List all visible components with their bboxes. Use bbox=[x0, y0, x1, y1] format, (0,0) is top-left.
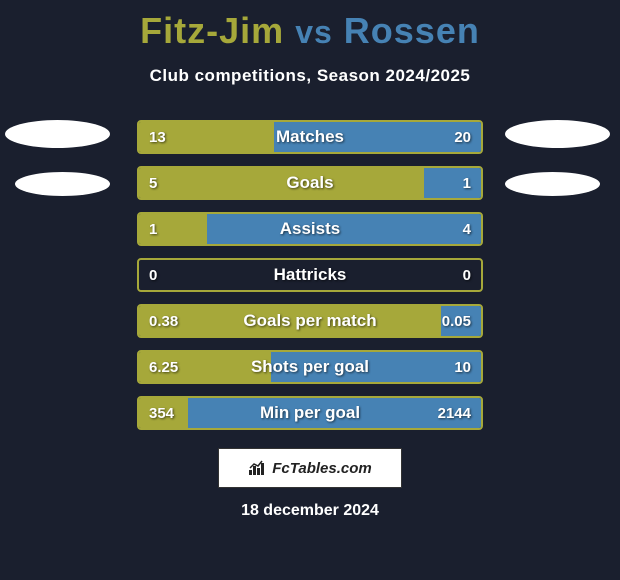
club-logo-placeholder bbox=[15, 172, 110, 196]
club-logo-placeholder bbox=[505, 172, 600, 196]
stat-label: Assists bbox=[139, 214, 481, 244]
right-logo-column bbox=[505, 120, 615, 220]
stat-label: Goals bbox=[139, 168, 481, 198]
chart-icon bbox=[248, 460, 268, 476]
stat-bar: 3542144Min per goal bbox=[137, 396, 483, 430]
player-right-name: Rossen bbox=[344, 10, 480, 51]
club-logo-placeholder bbox=[505, 120, 610, 148]
title-vs: vs bbox=[295, 14, 333, 50]
stat-label: Min per goal bbox=[139, 398, 481, 428]
stat-bar: 1320Matches bbox=[137, 120, 483, 154]
stat-label: Hattricks bbox=[139, 260, 481, 290]
stat-bar: 00Hattricks bbox=[137, 258, 483, 292]
left-logo-column bbox=[5, 120, 115, 220]
comparison-bars: 1320Matches 51Goals 14Assists 00Hattricks 0.… bbox=[137, 120, 483, 442]
stat-label: Shots per goal bbox=[139, 352, 481, 382]
player-left-name: Fitz-Jim bbox=[140, 10, 284, 51]
stat-bar: 14Assists bbox=[137, 212, 483, 246]
comparison-title: Fitz-Jim vs Rossen bbox=[0, 0, 620, 52]
stat-bar: 0.380.05Goals per match bbox=[137, 304, 483, 338]
footer-date: 18 december 2024 bbox=[0, 502, 620, 520]
brand-logo: FcTables.com bbox=[218, 448, 402, 488]
brand-text: FcTables.com bbox=[272, 460, 371, 477]
stat-label: Goals per match bbox=[139, 306, 481, 336]
club-logo-placeholder bbox=[5, 120, 110, 148]
stat-bar: 6.2510Shots per goal bbox=[137, 350, 483, 384]
subtitle: Club competitions, Season 2024/2025 bbox=[0, 66, 620, 86]
stat-bar: 51Goals bbox=[137, 166, 483, 200]
stat-label: Matches bbox=[139, 122, 481, 152]
